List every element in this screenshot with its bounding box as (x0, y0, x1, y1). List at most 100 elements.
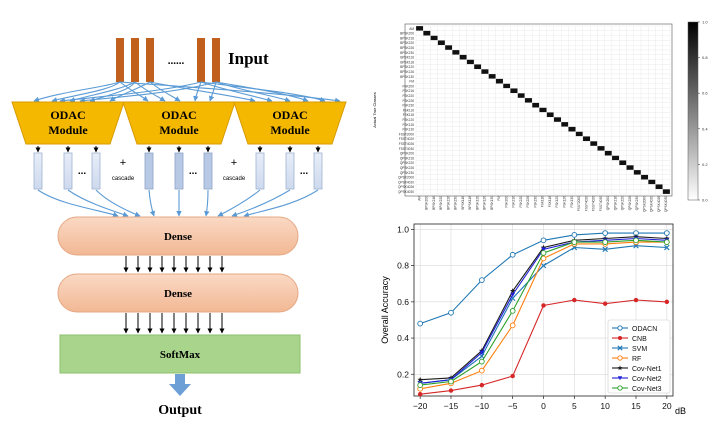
matrix-cell (640, 78, 649, 84)
matrix-cell (423, 69, 431, 75)
matrix-cell (459, 49, 467, 55)
matrix-cell (626, 155, 634, 161)
matrix-cell (415, 165, 424, 171)
matrix-cell (561, 102, 569, 108)
matrix-cell (430, 126, 438, 132)
matrix-cell (655, 189, 663, 195)
matrix-cell (568, 93, 576, 99)
matrix-cell (423, 78, 431, 84)
matrix-cell (517, 141, 525, 147)
matrix-cell (553, 93, 562, 99)
matrix-cell (531, 83, 540, 89)
matrix-cell (604, 40, 613, 46)
matrix-cell (561, 165, 569, 171)
matrix-cell (459, 88, 467, 94)
column-label: BPSK126 (483, 196, 487, 210)
column-label: QPSK4026 (657, 196, 661, 212)
matrix-cell (466, 69, 475, 75)
matrix-cell (633, 145, 642, 151)
matrix-cell (561, 49, 569, 55)
matrix-cell (473, 174, 482, 180)
column-label: FSK118 (548, 196, 552, 208)
matrix-cell (524, 136, 533, 142)
matrix-cell (648, 25, 656, 31)
matrix-cell (575, 141, 584, 147)
matrix-cell (459, 64, 467, 70)
matrix-cell (553, 73, 562, 79)
matrix-cell (423, 150, 431, 156)
matrix-cell (517, 45, 525, 51)
matrix-cell (568, 35, 576, 41)
matrix-cell (481, 35, 489, 41)
matrix-cell (488, 59, 496, 65)
matrix-cell (517, 179, 525, 185)
module-label-line2: Module (159, 123, 199, 137)
matrix-cell (531, 49, 540, 55)
matrix-cell (495, 165, 504, 171)
matrix-cell (452, 184, 460, 190)
matrix-cell (597, 73, 605, 79)
matrix-cell (553, 131, 562, 137)
matrix-cell (459, 97, 467, 103)
matrix-cell (546, 136, 555, 142)
matrix-cell (473, 141, 482, 147)
matrix-cell (444, 73, 453, 79)
matrix-cell (582, 69, 591, 75)
matrix-cell (423, 83, 431, 89)
matrix-cell (517, 189, 525, 195)
matrix-cell (517, 88, 525, 94)
matrix-cell (488, 54, 496, 60)
matrix-cell (575, 160, 584, 166)
matrix-cell (633, 160, 642, 166)
matrix-cell (466, 59, 475, 65)
matrix-cell (604, 64, 613, 70)
matrix-cell (444, 64, 453, 70)
matrix-cell (437, 126, 446, 132)
matrix-cell (415, 78, 424, 84)
matrix-cell (568, 54, 576, 60)
matrix-cell (517, 69, 525, 75)
matrix-cell (553, 145, 562, 151)
matrix-cell (633, 64, 642, 70)
matrix-cell (437, 107, 446, 113)
matrix-cell (423, 97, 431, 103)
matrix-cell (488, 78, 496, 84)
matrix-cell (415, 102, 424, 108)
matrix-cell (510, 145, 518, 151)
matrix-cell (502, 155, 511, 161)
module-label-line1: ODAC (161, 108, 196, 122)
matrix-cell (459, 25, 467, 31)
matrix-cell (546, 69, 555, 75)
matrix-cell (452, 150, 460, 156)
matrix-cell (488, 88, 496, 94)
matrix-cell (553, 165, 562, 171)
matrix-cell (597, 141, 605, 147)
matrix-cell (524, 160, 533, 166)
data-point (571, 239, 578, 245)
matrix-cell (655, 35, 663, 41)
matrix-cell (539, 97, 547, 103)
matrix-cell (437, 141, 446, 147)
matrix-cell (524, 64, 533, 70)
matrix-cell (662, 145, 671, 151)
matrix-cell (466, 40, 475, 46)
matrix-cell (604, 160, 613, 166)
matrix-cell (481, 150, 489, 156)
matrix-cell (597, 121, 605, 127)
matrix-cell (531, 112, 540, 118)
matrix-cell (502, 117, 511, 123)
column-label: QPSK230 (635, 196, 639, 210)
matrix-cell (648, 112, 656, 118)
matrix-cell (495, 184, 504, 190)
y-tick-label: 0.2 (397, 369, 409, 379)
matrix-cell (582, 160, 591, 166)
matrix-cell (459, 69, 467, 75)
matrix-cell (553, 107, 562, 113)
matrix-cell (524, 78, 533, 84)
matrix-cell (662, 69, 671, 75)
matrix-cell (590, 155, 598, 161)
matrix-cell (640, 165, 649, 171)
matrix-cell (444, 49, 453, 55)
matrix-cell (553, 179, 562, 185)
matrix-cell (546, 165, 555, 171)
